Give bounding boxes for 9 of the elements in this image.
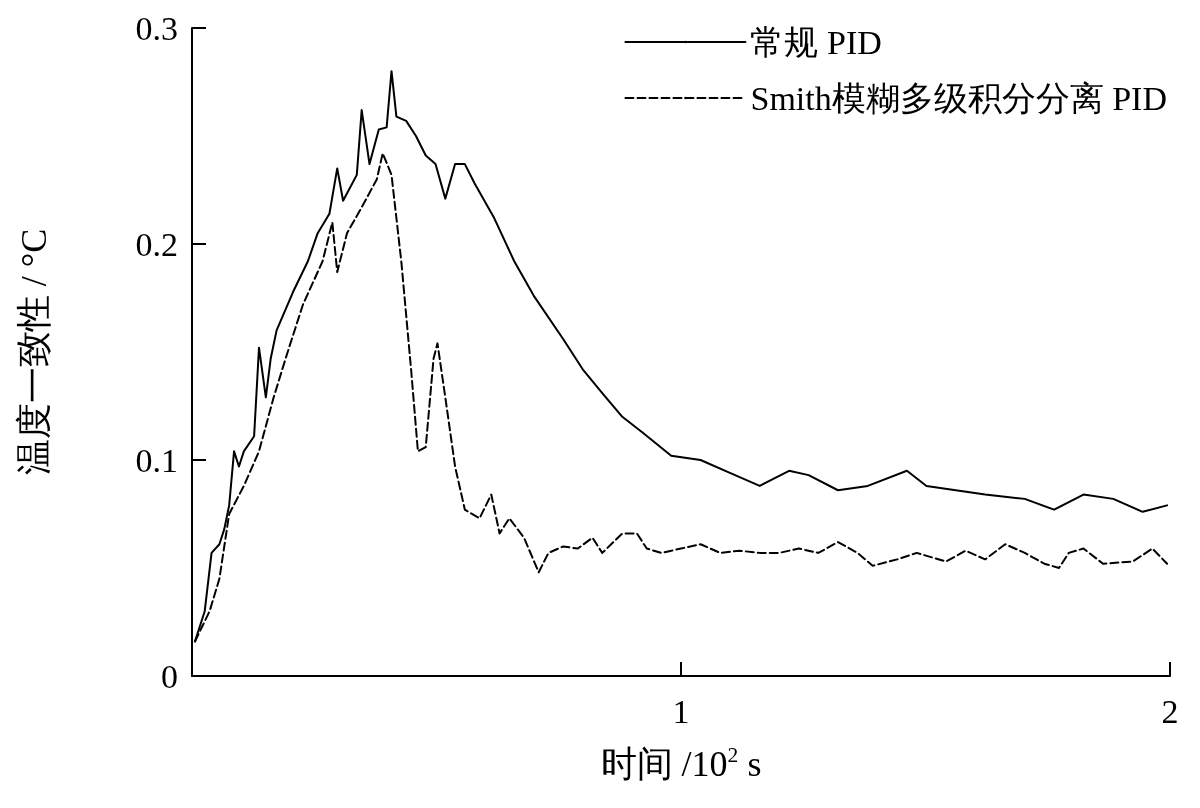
y-tick-label: 0.2 bbox=[135, 225, 178, 263]
legend-label: Smith模糊多级积分分离 PID bbox=[750, 79, 1168, 117]
legend-label: 常规 PID bbox=[750, 23, 882, 61]
y-tick-label: 0.1 bbox=[135, 441, 178, 479]
y-tick-label: 0.3 bbox=[135, 9, 178, 47]
y-tick-label: 0 bbox=[161, 657, 178, 695]
y-axis-title: 温度一致性 / °C bbox=[14, 228, 54, 476]
x-tick-label: 1 bbox=[672, 692, 690, 730]
x-tick-label: 2 bbox=[1161, 692, 1179, 730]
